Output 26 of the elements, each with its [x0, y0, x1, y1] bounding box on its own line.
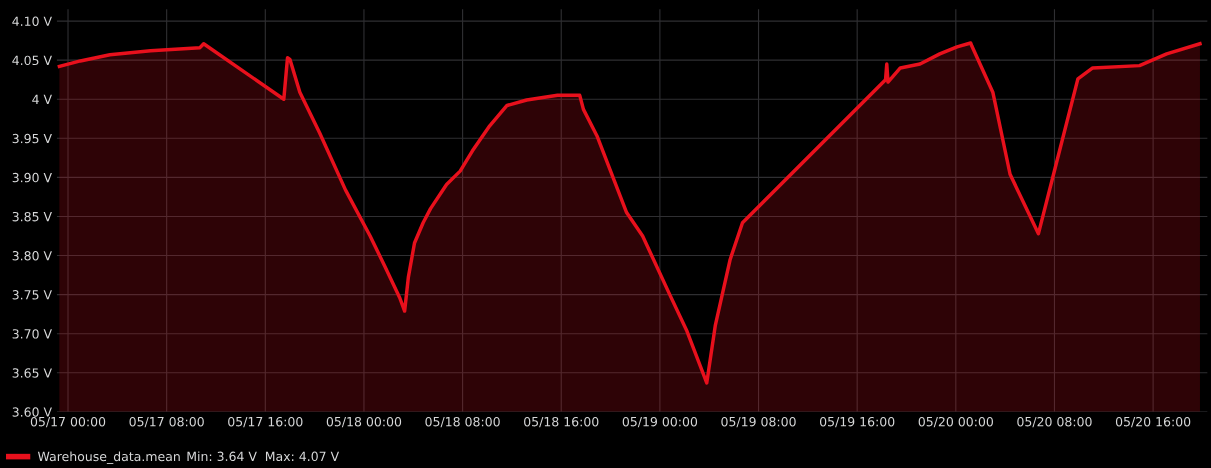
text: Max: 4.07 V [265, 451, 340, 462]
y-tick-label: 3.60 V [12, 407, 52, 417]
y-tick-label: 3.70 V [12, 329, 52, 339]
x-tick-label: 05/18 00:00 [326, 416, 402, 428]
x-tick-label: 05/20 16:00 [1115, 416, 1191, 428]
y-tick-label: 3.85 V [12, 211, 52, 222]
x-tick-label: 05/19 16:00 [819, 416, 895, 428]
x-tick-label: 05/17 16:00 [228, 416, 303, 428]
y-tick-label: 3.95 V [12, 133, 52, 144]
text: Min: 3.64 V [187, 451, 257, 462]
y-tick-label: 3.80 V [12, 251, 52, 261]
y-tick-label: 4.05 V [12, 55, 52, 66]
y-tick-label: 4.10 V [12, 16, 52, 27]
x-tick-label: 05/19 08:00 [721, 416, 796, 428]
x-tick-label: 05/20 08:00 [1017, 416, 1092, 428]
x-tick-label: 05/18 16:00 [524, 416, 599, 428]
x-tick-label: 05/17 08:00 [129, 416, 204, 428]
x-tick-label: 05/18 08:00 [425, 416, 500, 428]
x-tick-label: 05/20 00:00 [918, 416, 993, 428]
y-tick-label: 4 V [32, 94, 52, 104]
y-tick-label: 3.90 V [12, 172, 52, 183]
x-tick-label: 05/19 00:00 [622, 416, 698, 428]
y-tick-label: 3.65 V [12, 368, 52, 378]
x-tick-label: 05/17 00:00 [30, 416, 106, 428]
legend-label: Warehouse_data.mean [37, 451, 180, 464]
y-tick-label: 3.75 V [12, 290, 52, 300]
